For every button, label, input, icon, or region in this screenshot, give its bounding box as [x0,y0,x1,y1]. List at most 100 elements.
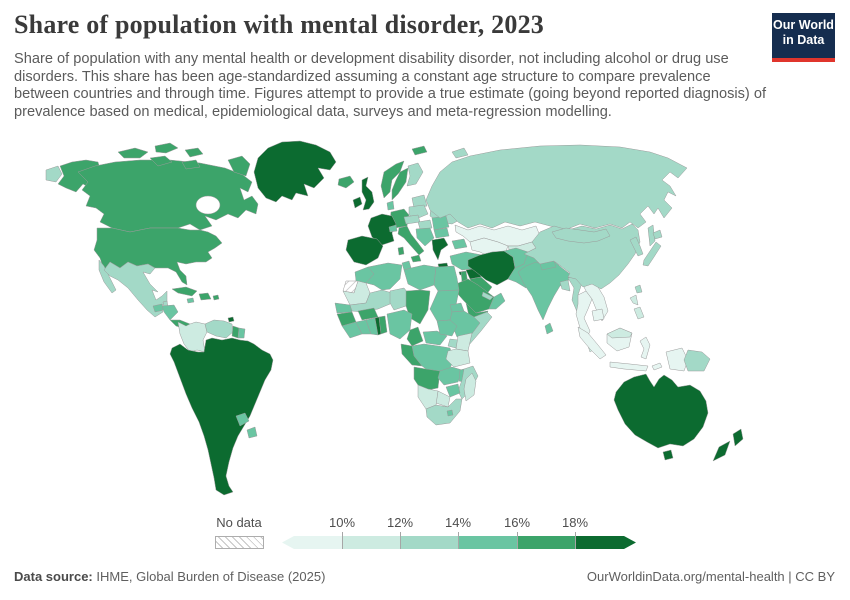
region-russia[interactable] [425,144,688,231]
region-ireland[interactable] [352,196,363,209]
region-sicily[interactable] [410,254,422,263]
region-libya[interactable] [403,264,437,291]
region-benin[interactable] [378,315,388,335]
region-cambodia[interactable] [591,308,605,322]
region-canada-arctic[interactable] [117,147,149,159]
region-iceland[interactable] [337,175,355,189]
region-uae[interactable] [481,291,494,301]
region-baltics[interactable] [411,194,428,209]
legend-tick-10: 10% [328,515,356,530]
legend-no-data-swatch[interactable] [215,536,264,549]
owid-url-license[interactable]: OurWorldinData.org/mental-health | CC BY [586,569,835,584]
region-australia[interactable] [613,373,709,449]
region-india[interactable] [517,261,571,321]
region-france[interactable] [367,213,397,246]
region-philippines[interactable] [629,294,639,306]
region-new-zealand-south[interactable] [712,440,731,462]
region-sumatra[interactable] [577,326,607,360]
region-sri-lanka[interactable] [544,322,554,335]
region-finland[interactable] [406,162,424,187]
region-greenland[interactable] [253,140,337,203]
owid-logo[interactable]: Our World in Data [772,13,835,62]
region-venezuela[interactable] [204,319,234,339]
region-japan-honshu[interactable] [642,241,662,267]
region-puerto-rico[interactable] [212,294,220,301]
region-mexico-baja[interactable] [98,259,117,294]
region-burkina-faso[interactable] [357,307,379,321]
region-russia-chukotka[interactable] [45,165,63,183]
region-niger[interactable] [389,287,409,311]
region-south-sudan[interactable] [436,319,458,337]
region-canada-arctic[interactable] [181,159,201,170]
region-botswana[interactable] [435,390,451,408]
region-korea[interactable] [629,236,644,257]
region-algeria[interactable] [365,262,403,291]
region-canada-arctic[interactable] [154,142,179,154]
legend-bin-16-18[interactable] [517,536,575,549]
region-balkans[interactable] [415,227,435,247]
region-tasmania[interactable] [662,449,674,461]
region-greece[interactable] [431,237,449,261]
region-zimbabwe[interactable] [445,383,461,398]
region-sweden[interactable] [391,167,409,201]
region-south-america-dark[interactable] [169,337,274,496]
region-italy[interactable] [397,225,425,256]
region-senegal[interactable] [334,302,353,314]
region-china[interactable] [523,223,641,290]
region-mongolia[interactable] [551,227,611,244]
legend-bin-gt18[interactable] [575,536,636,549]
region-south-africa[interactable] [425,398,463,426]
region-philippines-south[interactable] [633,306,645,320]
region-japan-hokkaido[interactable] [652,229,663,240]
region-egypt[interactable] [433,265,460,292]
region-oman[interactable] [488,292,506,310]
region-zambia[interactable] [437,366,463,386]
region-bulgaria[interactable] [433,227,450,239]
legend-bin-lt10[interactable] [282,536,342,549]
region-cuba[interactable] [171,286,198,297]
legend-bin-10-12[interactable] [342,536,400,549]
region-malaysia-borneo[interactable] [606,327,633,339]
region-united-kingdom[interactable] [361,176,375,211]
region-trinidad[interactable] [227,316,235,323]
region-tanzania[interactable] [445,348,471,368]
region-novaya-zemlya[interactable] [451,147,469,159]
region-spain-portugal[interactable] [345,235,384,266]
region-mexico[interactable] [103,261,168,318]
region-paraguay[interactable] [235,412,250,427]
region-switzerland[interactable] [388,224,398,233]
region-honduras-nicaragua[interactable] [161,304,179,321]
region-svalbard[interactable] [411,145,428,156]
region-sulawesi[interactable] [639,336,651,360]
region-java[interactable] [609,361,649,372]
region-jamaica[interactable] [186,297,195,304]
region-hispaniola[interactable] [198,292,212,301]
region-caucasus[interactable] [451,238,468,250]
region-new-zealand-north[interactable] [732,428,744,447]
region-canada-arctic[interactable] [149,155,173,167]
region-uruguay[interactable] [246,426,258,439]
region-hungary-slovakia[interactable] [417,219,433,230]
region-canada-baffin[interactable] [227,155,251,177]
region-papua-new-guinea[interactable] [683,349,711,372]
region-suriname[interactable] [237,327,246,339]
region-kenya[interactable] [455,332,473,352]
region-canada[interactable] [77,159,259,233]
region-denmark[interactable] [386,200,395,211]
region-madagascar[interactable] [463,372,477,402]
region-taiwan[interactable] [634,284,643,294]
region-timor[interactable] [651,362,663,371]
region-norway[interactable] [380,160,405,199]
region-angola[interactable] [413,366,441,392]
region-colombia[interactable] [177,321,208,353]
region-central-african-republic[interactable] [422,330,448,346]
region-bangladesh[interactable] [559,279,571,292]
region-cameroon[interactable] [406,326,424,347]
region-lesotho[interactable] [446,409,454,417]
region-canada-arctic[interactable] [184,147,204,158]
region-sakhalin[interactable] [647,224,656,247]
legend-bin-14-16[interactable] [458,536,517,549]
region-gabon-congo[interactable] [400,343,423,367]
legend-bin-12-14[interactable] [400,536,458,549]
region-sardinia[interactable] [397,246,405,256]
